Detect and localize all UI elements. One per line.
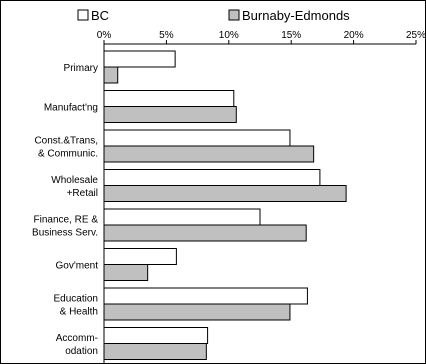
- category-label: Education & Health: [54, 294, 98, 318]
- category-label: Const.&Trans, & Communic.: [34, 136, 98, 160]
- bar-burnaby-edmonds: [103, 343, 207, 360]
- legend-swatch-bc: [77, 9, 89, 21]
- category-label: Gov'ment: [56, 261, 99, 272]
- bar-burnaby-edmonds: [103, 106, 237, 123]
- bar-bc: [103, 129, 291, 147]
- bar-bc: [103, 50, 176, 68]
- category-label: Primary: [64, 63, 98, 74]
- bar-bc: [103, 208, 261, 226]
- bar-bc: [103, 169, 321, 186]
- bar-bc: [103, 90, 235, 107]
- x-tick-label: 20%: [344, 30, 364, 41]
- x-tick-label: 0%: [97, 30, 112, 41]
- bar-bc: [103, 287, 308, 305]
- legend: BC Burnaby-Edmonds: [77, 8, 350, 23]
- category-label: Manufact'ng: [44, 103, 98, 114]
- bar-bc: [103, 327, 209, 344]
- bar-burnaby-edmonds: [103, 224, 307, 242]
- x-tick-label: 15%: [281, 30, 301, 41]
- legend-label-burnaby-edmonds: Burnaby-Edmonds: [242, 8, 350, 23]
- category-label: Wholesale +Retail: [51, 175, 98, 199]
- x-tick-label: 10%: [219, 30, 239, 41]
- x-tick-label: 25%: [406, 30, 426, 41]
- legend-swatch-burnaby-edmonds: [228, 9, 240, 21]
- bar-burnaby-edmonds: [103, 303, 291, 321]
- category-label: Accomm-odation: [56, 333, 98, 357]
- bar-burnaby-edmonds: [103, 145, 315, 163]
- bar-burnaby-edmonds: [103, 185, 347, 202]
- bars: [103, 50, 347, 360]
- bar-burnaby-edmonds: [103, 264, 149, 281]
- bar-burnaby-edmonds: [103, 66, 119, 84]
- legend-label-bc: BC: [91, 8, 109, 23]
- x-tick-label: 5%: [159, 30, 174, 41]
- category-label: Finance, RE & Business Serv.: [32, 215, 98, 239]
- category-labels: Primary Manufact'ng Const.&Trans, & Communi…: [32, 63, 98, 357]
- bar-bc: [103, 248, 177, 265]
